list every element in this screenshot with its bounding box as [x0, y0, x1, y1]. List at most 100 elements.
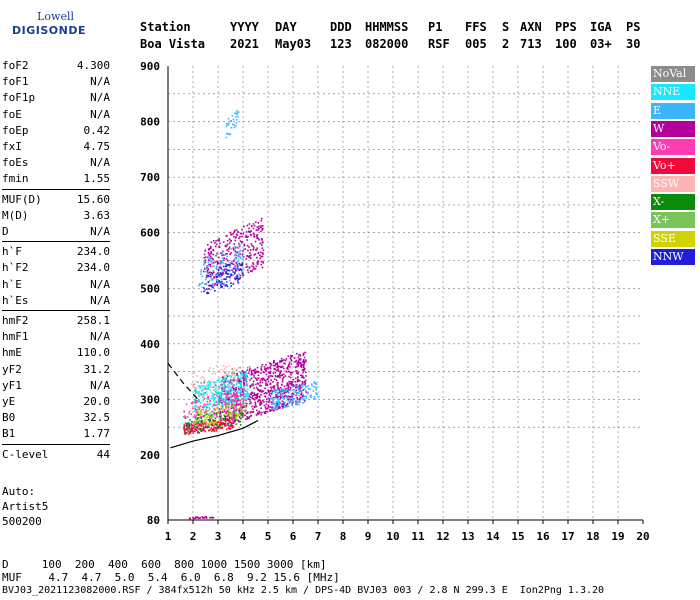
- lowell-digisonde-logo: Lowell DIGISONDE: [8, 6, 85, 42]
- echo-point: [183, 428, 185, 430]
- echo-point: [225, 376, 228, 379]
- echo-point: [233, 411, 236, 413]
- echo-point: [203, 262, 206, 265]
- echo-point: [203, 412, 206, 414]
- echo-point: [264, 412, 266, 415]
- echo-point: [203, 385, 206, 387]
- echo-point: [212, 271, 215, 273]
- param-foep: foEp 0.42: [2, 123, 110, 139]
- echo-point: [227, 424, 229, 426]
- echo-point: [256, 247, 258, 249]
- echo-point: [206, 386, 208, 388]
- echo-point: [236, 264, 239, 266]
- echo-point: [236, 113, 238, 115]
- echo-point: [223, 423, 225, 425]
- echo-point: [302, 361, 304, 363]
- echo-point: [224, 408, 227, 410]
- header-label-0: Station: [140, 20, 191, 34]
- echo-point: [269, 362, 272, 365]
- echo-point: [286, 382, 289, 384]
- echo-point: [225, 419, 228, 421]
- echo-point: [198, 284, 200, 287]
- echo-point: [240, 411, 243, 414]
- param-key: h`F: [2, 245, 22, 259]
- echo-point: [202, 405, 205, 407]
- echo-point: [203, 382, 205, 384]
- echo-point: [255, 383, 257, 386]
- echo-point: [221, 274, 223, 276]
- echo-point: [260, 225, 262, 227]
- echo-point: [201, 421, 203, 423]
- echo-point: [194, 401, 196, 403]
- echo-point: [189, 517, 191, 520]
- echo-point: [215, 393, 218, 395]
- echo-point: [210, 427, 213, 429]
- echo-point: [231, 374, 234, 377]
- param-key: hmF2: [2, 314, 29, 327]
- echo-point: [234, 408, 237, 411]
- ionogram-chart: 1 2 3 4 5 6 7 8 9 10 11 12 13 14 15 16 17 18 19 20802003004…: [140, 60, 650, 543]
- echo-point: [215, 392, 218, 394]
- x-tick-label: 12: [436, 530, 449, 543]
- header-value-7: 2: [502, 37, 510, 51]
- echo-point: [215, 254, 217, 257]
- echo-point: [285, 396, 288, 399]
- echo-point: [203, 264, 205, 266]
- echo-point: [221, 385, 224, 388]
- echo-point: [289, 400, 291, 403]
- echo-point: [239, 424, 242, 426]
- echo-point: [298, 390, 301, 392]
- echo-point: [236, 381, 238, 383]
- echo-point: [266, 407, 268, 410]
- echo-point: [234, 265, 237, 268]
- echo-point: [210, 260, 213, 263]
- echo-point: [302, 398, 305, 401]
- echo-point: [243, 378, 245, 380]
- echo-point: [261, 411, 263, 414]
- echo-point: [235, 399, 237, 402]
- echo-point: [184, 429, 186, 431]
- echo-point: [241, 254, 244, 257]
- echo-point: [240, 232, 242, 235]
- echo-point: [212, 415, 215, 418]
- echo-point: [223, 409, 226, 411]
- echo-point: [237, 380, 240, 382]
- param-value: N/A: [90, 293, 110, 307]
- echo-point: [271, 392, 274, 394]
- echo-point: [283, 376, 285, 378]
- echo-point: [240, 410, 242, 412]
- echo-point: [268, 409, 271, 411]
- x-tick-label: 1: [165, 530, 172, 543]
- echo-point: [249, 399, 251, 402]
- echo-point: [255, 265, 258, 267]
- echo-point: [288, 395, 290, 398]
- echo-point: [215, 276, 218, 279]
- echo-point: [246, 369, 249, 371]
- echo-point: [261, 364, 264, 366]
- echo-point: [265, 369, 268, 371]
- echo-point: [226, 415, 228, 418]
- echo-point: [268, 401, 270, 403]
- x-tick-label: 10: [386, 530, 399, 543]
- echo-point: [260, 372, 262, 374]
- echo-point: [287, 405, 290, 408]
- echo-point: [186, 416, 189, 418]
- echo-point: [209, 260, 211, 262]
- echo-point: [245, 234, 247, 237]
- echo-point: [304, 390, 307, 392]
- echo-point: [210, 391, 212, 394]
- echo-point: [239, 409, 241, 412]
- echo-point: [247, 396, 250, 398]
- echo-point: [223, 384, 226, 386]
- echo-point: [226, 411, 229, 413]
- echo-point: [197, 417, 200, 419]
- echo-point: [260, 255, 262, 258]
- echo-point: [291, 371, 294, 374]
- echo-point: [230, 424, 232, 426]
- param-key: foEs: [2, 156, 29, 170]
- echo-point: [226, 394, 229, 396]
- echo-point: [257, 400, 259, 403]
- echo-point: [222, 390, 225, 393]
- echo-point: [287, 395, 290, 398]
- echo-point: [249, 249, 252, 251]
